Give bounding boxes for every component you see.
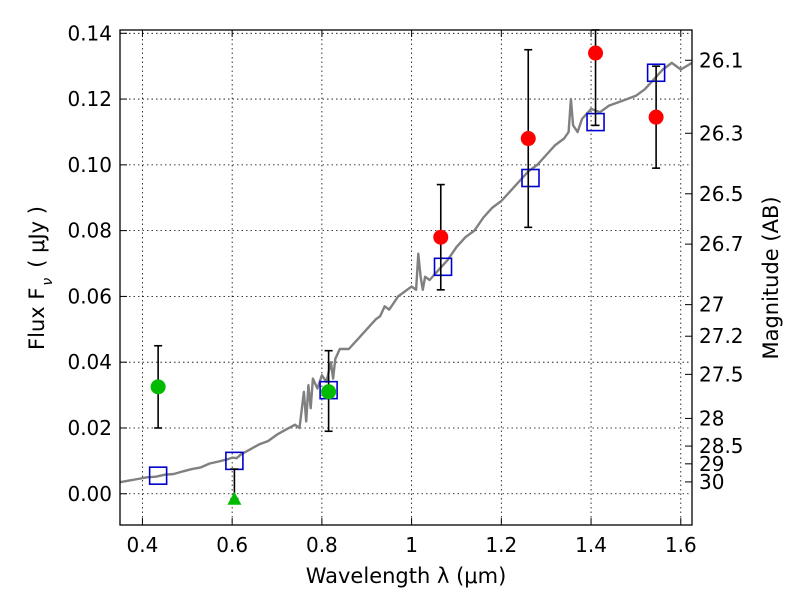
x-tick-label: 0.4 xyxy=(127,533,159,557)
y-tick-label: 0.00 xyxy=(67,482,112,506)
y-axis-label-subscript: ν xyxy=(40,278,56,286)
x-tick-label: 1 xyxy=(405,533,418,557)
data-markers-layer xyxy=(148,29,666,505)
x-tick-label: 1.6 xyxy=(665,533,697,557)
red-data-point xyxy=(648,109,664,125)
y-tick-label: 0.08 xyxy=(67,219,112,243)
y-axis-label-unit: ( μJy ) xyxy=(25,206,49,268)
green-data-point xyxy=(321,384,337,400)
model-flux-square xyxy=(148,466,168,485)
right-tick-label: 26.7 xyxy=(699,232,744,256)
green-data-point xyxy=(150,379,166,395)
ticks: 0.4 0.6 0.8 1 1.2 1.4 1.6 0.00 0.02 0.04 0.06 0.08 0… xyxy=(67,21,743,557)
axis-labels: Wavelength λ (μm) Flux F ν ( μJy ) Magnitu… xyxy=(25,196,783,588)
x-tick-label: 0.6 xyxy=(216,533,248,557)
y-tick-label: 0.10 xyxy=(67,153,112,177)
y-axis-label-text: Flux F xyxy=(25,288,49,350)
model-spectrum-layer xyxy=(119,61,693,484)
right-tick-label: 28 xyxy=(699,406,724,430)
y-tick-label: 0.02 xyxy=(67,416,112,440)
y-axis-label: Flux F ν ( μJy ) xyxy=(25,206,56,350)
y-tick-label: 0.04 xyxy=(67,350,112,374)
red-data-point xyxy=(433,229,449,245)
model-flux-square xyxy=(521,168,540,188)
right-tick-label: 27 xyxy=(699,293,724,317)
x-tick-label: 1.4 xyxy=(575,533,607,557)
grid xyxy=(120,30,692,525)
right-tick-label: 26.1 xyxy=(699,48,744,72)
right-tick-label: 30 xyxy=(699,470,724,494)
right-tick-label: 26.5 xyxy=(699,182,744,206)
right-tick-label: 28.5 xyxy=(699,434,744,458)
model-flux-square xyxy=(433,257,453,277)
right-tick-label: 27.2 xyxy=(699,324,744,348)
right-axis-label: Magnitude (AB) xyxy=(759,196,783,359)
red-data-point xyxy=(588,45,604,61)
right-tick-label: 27.5 xyxy=(699,362,744,386)
plot-frame xyxy=(119,29,693,526)
model-spectrum-line xyxy=(119,61,693,484)
y-tick-label: 0.14 xyxy=(67,21,112,45)
x-tick-label: 0.8 xyxy=(306,533,338,557)
green-triangle-point xyxy=(227,491,242,505)
y-tick-label: 0.12 xyxy=(67,87,112,111)
red-data-point xyxy=(520,131,536,147)
x-tick-label: 1.2 xyxy=(485,533,517,557)
right-tick-label: 26.3 xyxy=(699,121,744,145)
x-axis-label: Wavelength λ (μm) xyxy=(306,564,507,588)
right-tick-label: 29 xyxy=(699,452,724,476)
y-tick-label: 0.06 xyxy=(67,284,112,308)
